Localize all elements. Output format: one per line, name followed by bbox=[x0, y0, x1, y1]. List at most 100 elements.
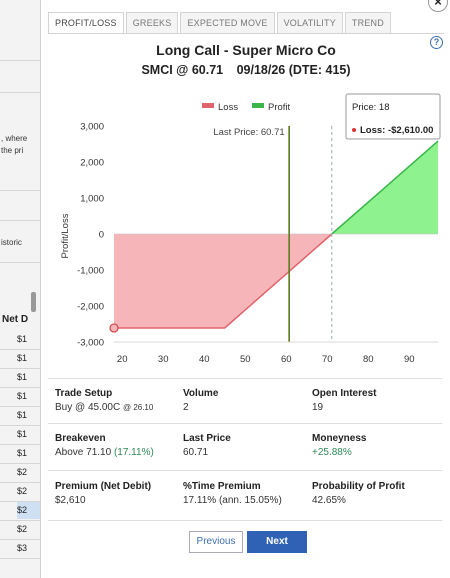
payoff-line-profit bbox=[331, 140, 439, 235]
tooltip-loss-dot bbox=[352, 128, 356, 132]
premium: Premium (Net Debit) $2,610 bbox=[55, 481, 151, 506]
background-table-cell: $1 bbox=[17, 391, 28, 401]
last-price-label: Last Price: 60.71 bbox=[213, 127, 284, 138]
x-tick-label: 60 bbox=[281, 354, 292, 365]
strategy-subtitle: SMCI @ 60.71 09/18/26 (DTE: 415) bbox=[48, 63, 444, 77]
y-tick-label: 2,000 bbox=[80, 158, 104, 169]
open-interest-label: Open Interest bbox=[312, 388, 377, 399]
divider bbox=[0, 520, 48, 521]
background-column-header: Net D bbox=[2, 314, 29, 325]
trade-setup-label: Trade Setup bbox=[55, 388, 113, 399]
divider bbox=[0, 60, 48, 61]
background-text: the pri bbox=[1, 146, 24, 155]
volume-label: Volume bbox=[183, 388, 219, 399]
breakeven-percent: (17.11%) bbox=[113, 447, 154, 458]
background-table-cell: $2 bbox=[17, 486, 28, 496]
chart-legend: Loss Profit bbox=[202, 102, 291, 113]
tab-greeks[interactable]: GREEKS bbox=[125, 12, 179, 33]
tab-volatility[interactable]: VOLATILITY bbox=[276, 12, 343, 33]
symbol-price: SMCI @ 60.71 bbox=[141, 63, 224, 77]
moneyness-label: Moneyness bbox=[312, 433, 367, 444]
previous-button[interactable]: Previous bbox=[189, 531, 243, 553]
legend-profit-swatch bbox=[252, 103, 264, 108]
strategy-title: Long Call - Super Micro Co bbox=[156, 42, 336, 58]
y-tick-label: 1,000 bbox=[80, 194, 104, 205]
tab-underline bbox=[48, 33, 444, 34]
probability-label: Probability of Profit bbox=[312, 481, 405, 492]
background-table-cell: $3 bbox=[17, 543, 28, 553]
divider bbox=[0, 387, 48, 388]
tab-profit-loss[interactable]: PROFIT/LOSS bbox=[48, 12, 124, 34]
open-interest-value: 19 bbox=[312, 402, 324, 413]
x-tick-label: 50 bbox=[240, 354, 251, 365]
section-divider bbox=[48, 520, 442, 521]
tab-trend[interactable]: TREND bbox=[344, 12, 391, 33]
x-tick-label: 30 bbox=[158, 354, 169, 365]
moneyness-value: +25.88% bbox=[312, 447, 352, 458]
y-tick-label: -2,000 bbox=[77, 302, 104, 313]
background-table-cell: $2 bbox=[17, 524, 28, 534]
expiry-date: 09/18/26 (DTE: 415) bbox=[236, 63, 351, 77]
divider bbox=[0, 368, 48, 369]
divider bbox=[0, 190, 48, 191]
background-table-cell: $1 bbox=[17, 372, 28, 382]
background-table-cell: $1 bbox=[17, 429, 28, 439]
x-tick-label: 90 bbox=[404, 354, 415, 365]
background-table-cell: $1 bbox=[17, 353, 28, 363]
divider bbox=[0, 558, 48, 559]
section-divider bbox=[48, 378, 442, 379]
trade-setup: Trade Setup Buy @ 45.00C @ 26.10 bbox=[55, 388, 153, 413]
background-table-cell: $1 bbox=[17, 334, 28, 344]
divider bbox=[0, 501, 48, 502]
y-axis-label: Profit/Loss bbox=[60, 213, 71, 258]
background-text: , where bbox=[1, 134, 28, 143]
divider bbox=[0, 220, 48, 221]
divider bbox=[0, 92, 48, 93]
legend-profit-label: Profit bbox=[268, 102, 291, 113]
divider bbox=[0, 425, 48, 426]
section-divider bbox=[48, 423, 442, 424]
breakeven: Breakeven Above 71.10 (17.11%) bbox=[55, 433, 154, 458]
divider bbox=[0, 482, 48, 483]
open-interest: Open Interest 19 bbox=[312, 388, 376, 413]
chart-tooltip: Price: 18 Loss: -$2,610.00 bbox=[345, 93, 441, 140]
x-tick-label: 20 bbox=[117, 354, 128, 365]
payoff-line-loss bbox=[114, 233, 333, 329]
tab-bar: PROFIT/LOSS GREEKS EXPECTED MOVE VOLATIL… bbox=[48, 12, 393, 34]
loss-area bbox=[114, 234, 332, 328]
divider bbox=[0, 406, 48, 407]
x-tick-label: 80 bbox=[363, 354, 374, 365]
time-premium: %Time Premium 17.11% (ann. 15.05%) bbox=[183, 481, 282, 506]
y-tick-label: -3,000 bbox=[77, 338, 104, 349]
premium-label: Premium (Net Debit) bbox=[55, 481, 152, 492]
tooltip-loss: Loss: -$2,610.00 bbox=[360, 125, 433, 136]
divider bbox=[0, 463, 48, 464]
last-price-value: 60.71 bbox=[183, 447, 209, 458]
tooltip-price: Price: 18 bbox=[352, 102, 390, 113]
volume-value: 2 bbox=[183, 402, 189, 413]
last-price-field-label: Last Price bbox=[183, 433, 231, 444]
time-premium-value: 17.11% (ann. 15.05%) bbox=[183, 495, 282, 506]
trade-setup-price: @ 26.10 bbox=[122, 403, 154, 412]
background-table-cell: $1 bbox=[17, 410, 28, 420]
tab-expected-move[interactable]: EXPECTED MOVE bbox=[180, 12, 275, 33]
divider bbox=[0, 262, 48, 263]
scrollbar[interactable] bbox=[31, 292, 36, 312]
background-text: istoric bbox=[1, 238, 22, 247]
x-tick-label: 70 bbox=[322, 354, 333, 365]
next-button[interactable]: Next bbox=[247, 531, 307, 553]
time-premium-label: %Time Premium bbox=[183, 481, 261, 492]
hover-point-marker bbox=[109, 323, 119, 333]
trade-setup-value: Buy @ 45.00C bbox=[55, 402, 121, 413]
probability-value: 42.65% bbox=[312, 495, 346, 506]
moneyness: Moneyness +25.88% bbox=[312, 433, 366, 458]
legend-loss-swatch bbox=[202, 103, 214, 108]
help-icon[interactable]: ? bbox=[430, 36, 443, 49]
breakeven-label: Breakeven bbox=[55, 433, 106, 444]
volume: Volume 2 bbox=[183, 388, 218, 413]
x-tick-label: 40 bbox=[199, 354, 210, 365]
legend-loss-label: Loss bbox=[218, 102, 238, 113]
premium-value: $2,610 bbox=[55, 495, 86, 506]
last-price: Last Price 60.71 bbox=[183, 433, 231, 458]
